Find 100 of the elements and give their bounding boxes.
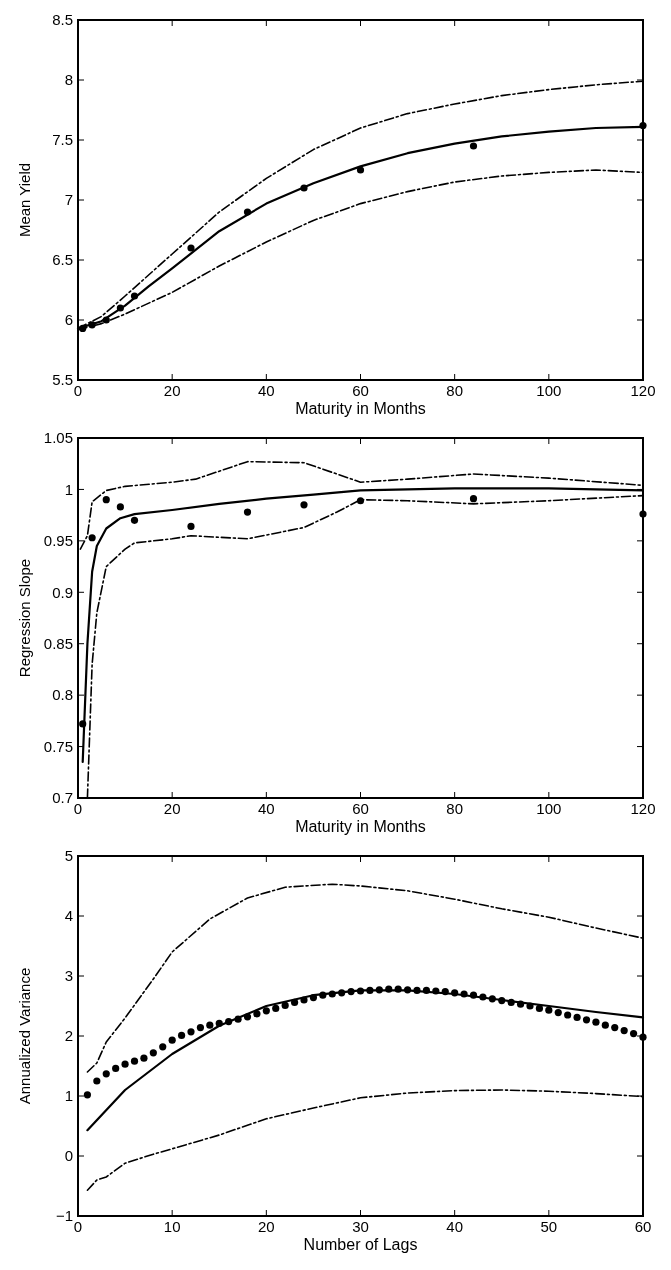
point bbox=[243, 208, 252, 216]
y-tick-label: 1.05 bbox=[43, 429, 73, 447]
point bbox=[102, 496, 110, 504]
point bbox=[620, 1027, 628, 1035]
point bbox=[319, 991, 327, 999]
x-tick-label: 10 bbox=[163, 1218, 181, 1235]
point bbox=[441, 988, 449, 996]
y-tick-label: 4 bbox=[64, 907, 73, 925]
y-tick-label: 2 bbox=[64, 1027, 73, 1045]
y-tick-label: 6.5 bbox=[52, 251, 73, 269]
point bbox=[403, 986, 412, 994]
x-tick-label: 20 bbox=[163, 800, 181, 817]
point bbox=[338, 989, 346, 997]
point bbox=[196, 1024, 205, 1032]
x-tick-label: 120 bbox=[630, 382, 656, 399]
y-tick-label: 5.5 bbox=[52, 371, 73, 389]
point bbox=[469, 142, 478, 150]
point bbox=[356, 166, 365, 174]
point bbox=[187, 244, 195, 252]
point bbox=[564, 1011, 572, 1019]
point bbox=[629, 1030, 638, 1038]
point bbox=[611, 1024, 619, 1032]
point bbox=[206, 1021, 214, 1029]
y-tick-label: 5 bbox=[64, 847, 73, 865]
point bbox=[130, 292, 139, 300]
point bbox=[356, 987, 365, 995]
point bbox=[573, 1013, 581, 1021]
x-tick-label: 50 bbox=[540, 1218, 558, 1235]
y-tick-label: 1 bbox=[64, 1087, 73, 1105]
point bbox=[88, 321, 96, 329]
y-tick-label: 0.85 bbox=[43, 634, 73, 652]
point bbox=[121, 1060, 129, 1068]
y-tick-label: 8.5 bbox=[52, 11, 73, 29]
x-tick-label: 80 bbox=[446, 382, 464, 399]
point bbox=[300, 996, 308, 1004]
point bbox=[88, 534, 96, 542]
point bbox=[554, 1009, 562, 1017]
x-tick-label: 40 bbox=[257, 382, 275, 399]
y-tick-label: 1 bbox=[64, 480, 73, 498]
point bbox=[234, 1015, 242, 1023]
point bbox=[116, 304, 124, 312]
x-tick-label: 60 bbox=[634, 1218, 652, 1235]
point bbox=[262, 1007, 270, 1015]
y-tick-label: 7 bbox=[64, 191, 73, 209]
x-tick-label: 20 bbox=[163, 382, 181, 399]
point bbox=[177, 1031, 186, 1039]
point bbox=[488, 995, 496, 1003]
x-axis-title: Maturity in Months bbox=[295, 818, 426, 835]
y-tick-label: 0.9 bbox=[52, 583, 73, 601]
point bbox=[300, 501, 308, 509]
point bbox=[187, 522, 195, 531]
point bbox=[300, 184, 308, 192]
point bbox=[545, 1006, 553, 1014]
point bbox=[281, 1001, 289, 1009]
point bbox=[413, 986, 421, 994]
point bbox=[328, 990, 336, 998]
point bbox=[243, 1013, 252, 1021]
point bbox=[102, 316, 110, 324]
point bbox=[159, 1043, 167, 1051]
y-tick-label: 3 bbox=[64, 967, 73, 985]
point bbox=[582, 1016, 591, 1024]
point bbox=[432, 987, 440, 995]
point bbox=[79, 720, 87, 728]
y-tick-label: 8 bbox=[64, 71, 73, 89]
point bbox=[469, 991, 478, 999]
point bbox=[366, 986, 374, 994]
point bbox=[479, 993, 487, 1001]
point bbox=[469, 495, 478, 503]
y-tick-label: −1 bbox=[55, 1207, 73, 1225]
point bbox=[385, 985, 393, 993]
point bbox=[592, 1018, 600, 1026]
point bbox=[451, 989, 459, 997]
point bbox=[422, 986, 431, 994]
point bbox=[356, 497, 365, 505]
point bbox=[516, 1000, 525, 1008]
point bbox=[498, 997, 506, 1005]
x-tick-label: 100 bbox=[536, 800, 562, 817]
point bbox=[215, 1019, 223, 1027]
y-axis-title: Mean Yield bbox=[16, 162, 33, 238]
point bbox=[272, 1004, 280, 1012]
point bbox=[243, 508, 252, 516]
point bbox=[601, 1021, 609, 1029]
point bbox=[116, 503, 124, 511]
point bbox=[347, 988, 355, 996]
x-tick-label: 40 bbox=[446, 1218, 464, 1235]
x-tick-label: 20 bbox=[257, 1218, 275, 1235]
x-axis-title: Maturity in Months bbox=[295, 400, 426, 417]
point bbox=[130, 516, 139, 524]
y-tick-label: 0.7 bbox=[52, 789, 73, 807]
y-tick-label: 7.5 bbox=[52, 131, 73, 149]
y-tick-label: 0.75 bbox=[43, 737, 73, 755]
x-tick-label: 120 bbox=[630, 800, 656, 817]
point bbox=[187, 1028, 195, 1036]
y-tick-label: 6 bbox=[64, 311, 73, 329]
point bbox=[507, 998, 515, 1006]
x-tick-label: 80 bbox=[446, 800, 464, 817]
point bbox=[526, 1002, 534, 1010]
point bbox=[83, 1091, 92, 1099]
point bbox=[309, 994, 318, 1002]
x-tick-label: 60 bbox=[352, 800, 369, 817]
